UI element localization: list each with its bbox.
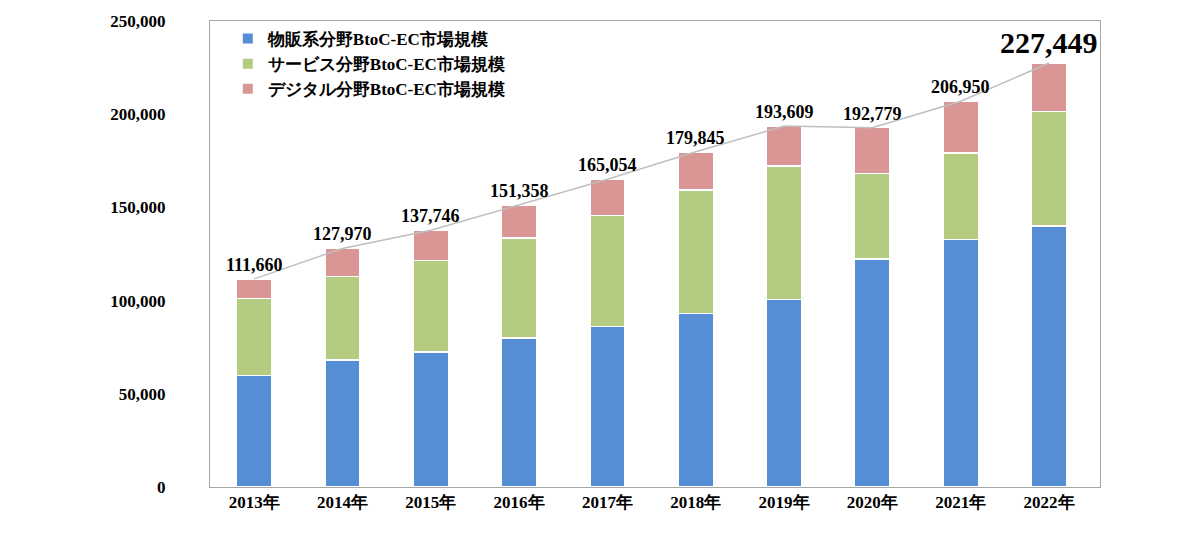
svg-text:111,660: 111,660 xyxy=(226,255,283,275)
svg-text:2021年: 2021年 xyxy=(935,493,986,512)
svg-text:192,779: 192,779 xyxy=(843,104,902,124)
svg-text:0: 0 xyxy=(157,478,166,497)
svg-text:物販系分野BtoC-EC市場規模: 物販系分野BtoC-EC市場規模 xyxy=(267,30,488,49)
svg-text:デジタル分野BtoC-EC市場規模: デジタル分野BtoC-EC市場規模 xyxy=(268,80,505,99)
svg-text:179,845: 179,845 xyxy=(666,128,725,148)
svg-text:150,000: 150,000 xyxy=(110,198,165,217)
svg-text:2018年: 2018年 xyxy=(670,493,721,512)
svg-text:2016年: 2016年 xyxy=(494,493,545,512)
svg-text:151,358: 151,358 xyxy=(490,181,549,201)
svg-text:50,000: 50,000 xyxy=(119,385,166,404)
svg-text:250,000: 250,000 xyxy=(110,12,165,31)
svg-text:2017年: 2017年 xyxy=(582,493,633,512)
svg-text:100,000: 100,000 xyxy=(110,292,165,311)
svg-text:206,950: 206,950 xyxy=(931,77,990,97)
svg-text:200,000: 200,000 xyxy=(110,105,165,124)
svg-text:サービス分野BtoC-EC市場規模: サービス分野BtoC-EC市場規模 xyxy=(268,55,505,74)
svg-text:137,746: 137,746 xyxy=(401,206,460,226)
svg-text:2015年: 2015年 xyxy=(405,493,456,512)
svg-text:2022年: 2022年 xyxy=(1024,493,1075,512)
svg-text:2014年: 2014年 xyxy=(317,493,368,512)
svg-text:127,970: 127,970 xyxy=(313,224,372,244)
svg-text:2019年: 2019年 xyxy=(759,493,810,512)
svg-text:2013年: 2013年 xyxy=(229,493,280,512)
svg-text:193,609: 193,609 xyxy=(755,102,814,122)
svg-text:227,449: 227,449 xyxy=(1000,26,1098,59)
svg-text:2020年: 2020年 xyxy=(847,493,898,512)
svg-text:165,054: 165,054 xyxy=(578,155,637,175)
